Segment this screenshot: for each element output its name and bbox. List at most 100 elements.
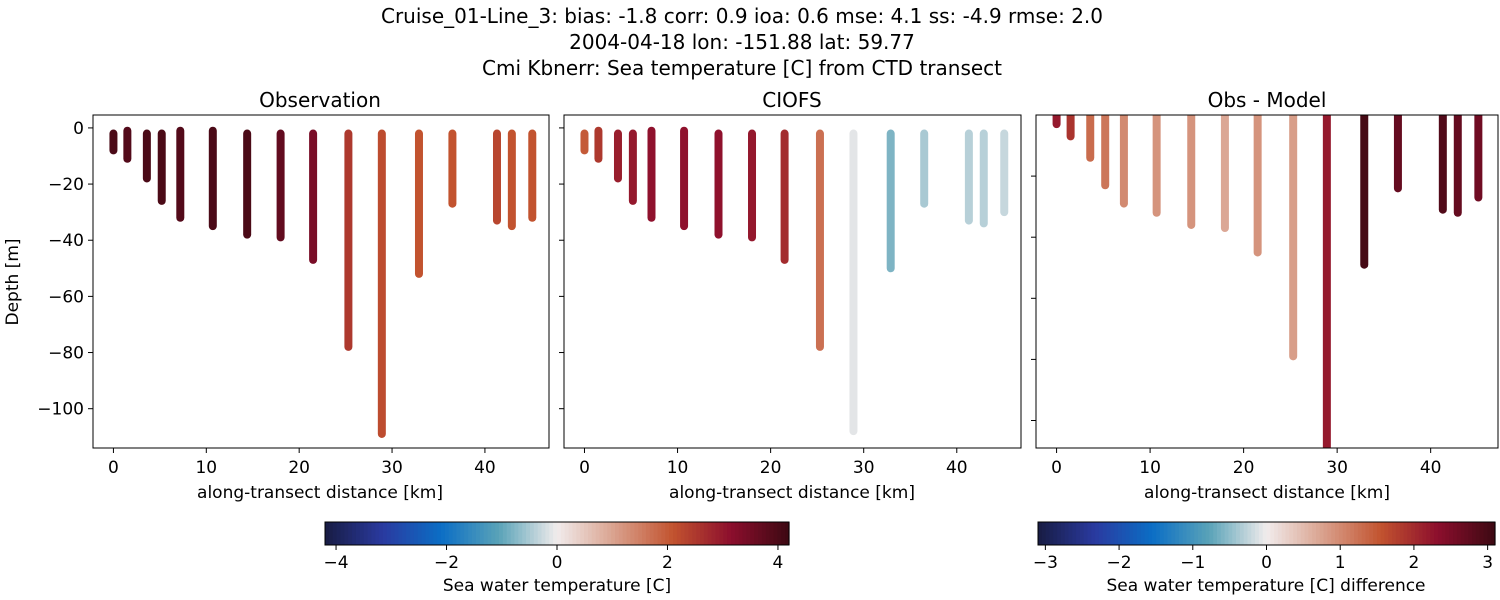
colorbar-swatch — [352, 522, 357, 545]
colorbar-swatch — [537, 522, 543, 545]
colorbar-tick-label: 0 — [1261, 553, 1272, 573]
colorbar-swatch — [765, 522, 771, 545]
colorbar-swatch — [1087, 522, 1092, 545]
colorbar-swatch — [526, 522, 531, 545]
colorbar-swatch — [773, 522, 778, 545]
colorbar-swatch — [1197, 522, 1203, 545]
colorbar-swatch — [696, 522, 701, 545]
colorbar-swatch — [394, 522, 400, 545]
colorbar-swatch — [1190, 522, 1195, 545]
colorbar-swatch — [398, 522, 403, 545]
panel-title-ciofs: CIOFS — [762, 88, 821, 112]
colorbar-swatch — [1475, 522, 1481, 545]
colorbar-swatch — [1129, 522, 1134, 545]
colorbar-swatch — [363, 522, 369, 545]
colorbar-swatch — [1289, 522, 1294, 545]
colorbar-swatch — [1376, 522, 1382, 545]
colorbar-swatch — [1335, 522, 1340, 545]
colorbar-tick-label: −3 — [1033, 553, 1058, 573]
colorbar-swatch — [572, 522, 577, 545]
casts — [109, 126, 537, 438]
x-tick-label: 0 — [108, 458, 119, 478]
colorbar-swatch — [723, 522, 728, 545]
colorbar-swatch — [483, 522, 488, 545]
colorbar-swatch — [738, 522, 744, 545]
colorbar-swatch — [611, 522, 616, 545]
colorbar-swatch — [1395, 522, 1401, 545]
colorbar-swatch — [1114, 522, 1119, 545]
colorbar-swatch — [1247, 522, 1252, 545]
colorbar-swatch — [1392, 522, 1397, 545]
colorbar-swatch — [1175, 522, 1180, 545]
colorbar-swatch — [390, 522, 396, 545]
colorbar-swatch — [676, 522, 682, 545]
colorbar-swatch — [1300, 522, 1306, 545]
colorbar-swatch — [684, 522, 690, 545]
colorbar-swatch — [379, 522, 384, 545]
colorbar-swatch — [1346, 522, 1351, 545]
colorbar-swatch — [1053, 522, 1058, 545]
colorbar-swatch — [1342, 522, 1348, 545]
colorbar-swatch — [1041, 522, 1047, 545]
colorbar-swatch — [595, 522, 601, 545]
colorbar-swatch — [1117, 522, 1123, 545]
axes-frame — [563, 114, 1022, 449]
colorbar-swatch — [1232, 522, 1237, 545]
panel-2: 0 10 20 30 40 — [1031, 114, 1499, 478]
colorbar-swatch — [1076, 522, 1081, 545]
colorbar-swatch — [410, 522, 415, 545]
y-tick-label: 0 — [73, 119, 84, 139]
title-line-2: 2004-04-18 lon: -151.88 lat: 59.77 — [569, 30, 915, 54]
colorbar-swatch — [1106, 522, 1111, 545]
colorbar-swatch — [448, 522, 454, 545]
colorbar-swatch — [1201, 522, 1207, 545]
colorbar-swatch — [1274, 522, 1279, 545]
colorbar-swatch — [336, 522, 342, 545]
x-tick-label: 30 — [381, 458, 403, 478]
colorbar-tick-label: 2 — [1409, 553, 1420, 573]
colorbar-swatch — [615, 522, 620, 545]
colorbar-swatch — [375, 522, 380, 545]
colorbar-swatch — [1121, 522, 1127, 545]
colorbar-swatch — [437, 522, 442, 545]
colorbar-swatch — [1079, 522, 1085, 545]
colorbar-swatch — [700, 522, 705, 545]
colorbar-swatch — [1167, 522, 1172, 545]
x-tick-label: 30 — [1326, 458, 1348, 478]
xlabel-observation: along-transect distance [km] — [197, 483, 443, 503]
ylabel: Depth [m] — [3, 238, 23, 325]
y-tick-label: −40 — [48, 231, 84, 251]
colorbar-swatch — [425, 522, 430, 545]
colorbar-swatch — [1098, 522, 1104, 545]
colorbar-swatch — [568, 522, 574, 545]
x-tick-label: 20 — [288, 458, 310, 478]
colorbar-swatch — [1163, 522, 1169, 545]
x-tick-label: 20 — [760, 458, 782, 478]
colorbar-tick-label: −1 — [1180, 553, 1205, 573]
colorbar-swatch — [325, 522, 330, 545]
colorbar-swatch — [1327, 522, 1332, 545]
colorbar-swatch — [1064, 522, 1070, 545]
colorbar-swatch — [634, 522, 639, 545]
colorbar-swatch — [564, 522, 570, 545]
colorbar-swatch — [468, 522, 473, 545]
colorbar-swatch — [769, 522, 775, 545]
x-tick-label: 30 — [853, 458, 875, 478]
colorbar-swatch — [1491, 522, 1496, 545]
colorbar-swatch — [1091, 522, 1096, 545]
colorbar-swatch — [1434, 522, 1439, 545]
colorbar-swatch — [1468, 522, 1473, 545]
colorbar-swatch — [1060, 522, 1066, 545]
colorbar-swatch — [576, 522, 581, 545]
colorbar-swatch — [386, 522, 392, 545]
colorbar-swatch — [1331, 522, 1336, 545]
colorbar-swatch — [1186, 522, 1191, 545]
colorbar-swatch — [549, 522, 554, 545]
colorbar-swatch — [1156, 522, 1161, 545]
colorbar-swatch — [1487, 522, 1492, 545]
colorbar-swatch — [630, 522, 635, 545]
colorbar-swatch — [754, 522, 759, 545]
colorbar-swatch — [522, 522, 527, 545]
colorbar-swatch — [1255, 522, 1260, 545]
